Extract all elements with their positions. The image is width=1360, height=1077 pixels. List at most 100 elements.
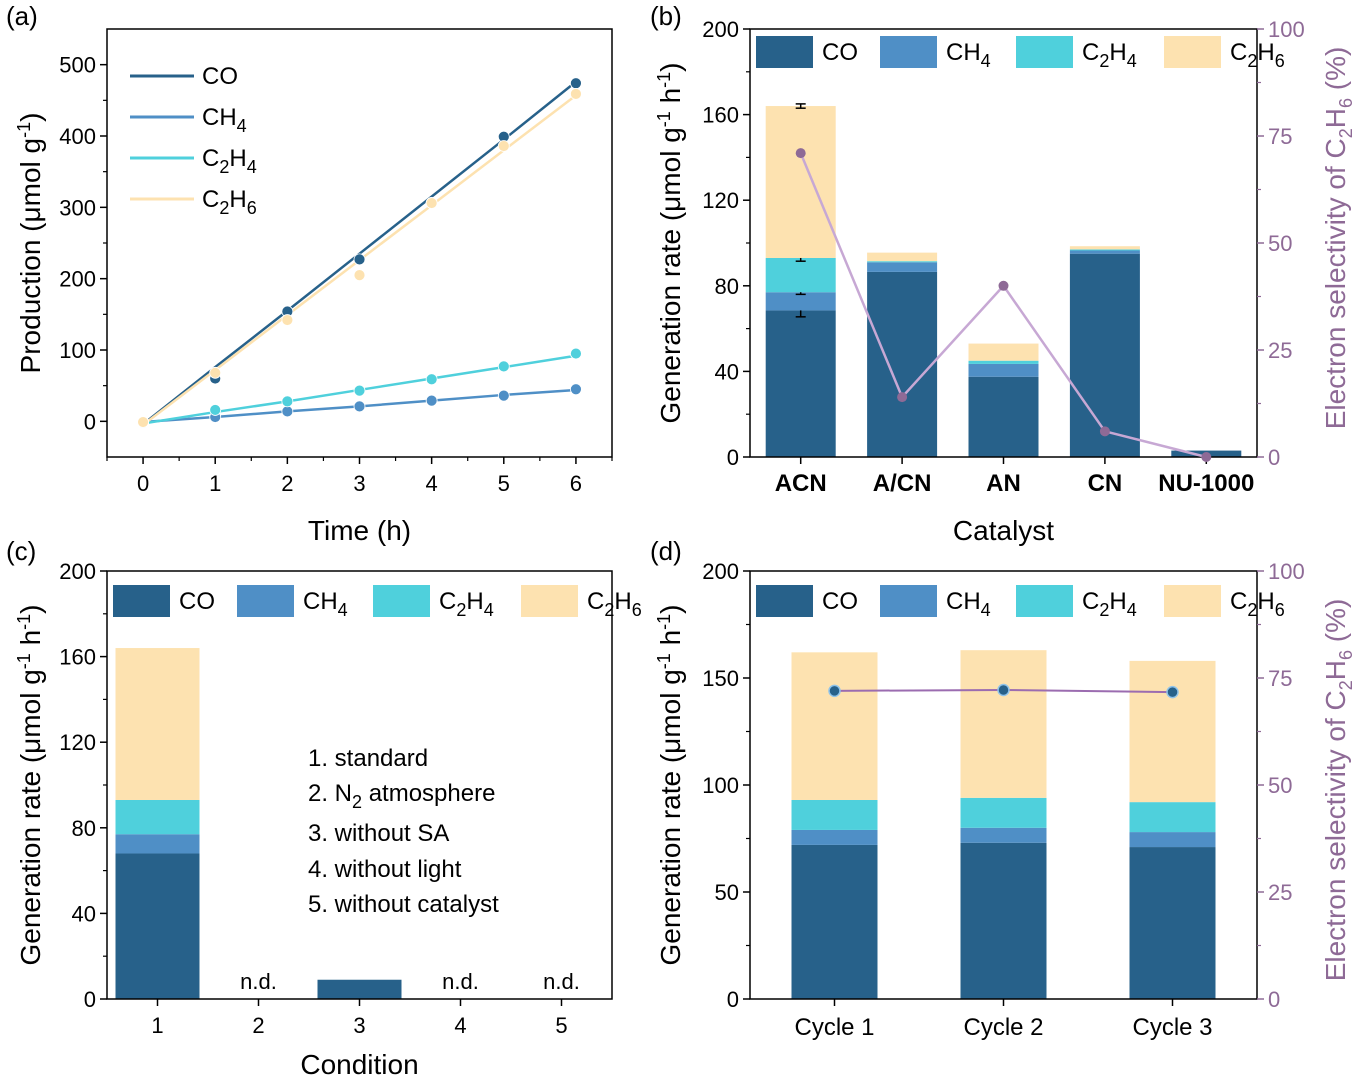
panel-a-ytick-label: 500 xyxy=(59,53,96,78)
panel-a-point-co xyxy=(570,77,582,90)
panel-c-bar-c2h6 xyxy=(115,648,200,800)
panel-c-condition-4: 4. without light xyxy=(308,856,462,883)
panel-a-point-c2h4 xyxy=(353,384,366,397)
panel-c-ytick-label: 160 xyxy=(59,645,96,670)
panel-c-xtick-label: 5 xyxy=(555,1013,567,1038)
panel-a-ylabel: Production (μmol g-1) xyxy=(14,113,46,374)
panel-b-legend-swatch-ch4 xyxy=(880,36,937,68)
panel-c-legend-label-co: CO xyxy=(179,588,215,615)
panel-a-xtick-label: 5 xyxy=(498,471,510,496)
panel-b-bar-ch4 xyxy=(968,363,1039,377)
panel-b-xtick-label: ACN xyxy=(775,470,827,497)
panel-b-selectivity-point xyxy=(897,392,908,403)
panel-b-xlabel: Catalyst xyxy=(953,515,1054,546)
panel-d-bar-ch4 xyxy=(960,827,1047,843)
panel-b-selectivity-point xyxy=(795,148,806,159)
panel-c-legend-swatch-co xyxy=(113,585,170,617)
panel-b-label: (b) xyxy=(650,1,682,31)
panel-b-bar-c2h6 xyxy=(867,252,938,262)
panel-b-xtick-label: A/CN xyxy=(873,470,932,497)
panel-c-legend-label-c2h4: C2H4 xyxy=(439,588,494,620)
panel-c-condition-3: 3. without SA xyxy=(308,820,449,847)
panel-c-bar-c2h4 xyxy=(115,799,200,835)
panel-b-bar-co xyxy=(867,271,938,457)
panel-a-ytick-label: 100 xyxy=(59,338,96,363)
panel-c-legend-swatch-c2h4 xyxy=(373,585,430,617)
panel-b-legend-label-c2h6: C2H6 xyxy=(1230,39,1285,71)
panel-b-y2tick-label: 0 xyxy=(1268,445,1280,470)
panel-d-legend-swatch-c2h4 xyxy=(1016,585,1073,617)
panel-a-legend-label-ch4: CH4 xyxy=(202,104,247,136)
panel-b-bar-c2h4 xyxy=(867,261,938,263)
panel-b-bar-c2h6 xyxy=(1069,246,1140,250)
panel-c-xtick-label: 2 xyxy=(252,1013,264,1038)
panel-b-ytick-label: 80 xyxy=(715,274,739,299)
panel-a-ytick-label: 400 xyxy=(59,124,96,149)
panel-c-legend-swatch-c2h6 xyxy=(521,585,578,617)
panel-b-xtick-label: CN xyxy=(1088,470,1123,497)
panel-b-bar-c2h4 xyxy=(968,360,1039,364)
panel-c-ytick-label: 80 xyxy=(72,816,96,841)
panel-c-bar-ch4 xyxy=(115,834,200,854)
panel-c-legend-label-ch4: CH4 xyxy=(303,588,348,620)
panel-d-label: (d) xyxy=(650,536,682,566)
panel-d-y2tick-label: 0 xyxy=(1268,987,1280,1012)
panel-d-selectivity-point xyxy=(828,684,841,698)
panel-d-y2tick-label: 100 xyxy=(1268,559,1305,584)
panel-d-bar-c2h4 xyxy=(960,797,1047,828)
panel-b-bar-c2h6 xyxy=(765,106,836,258)
panel-c-xtick-label: 4 xyxy=(454,1013,466,1038)
panel-b-bar-c2h4 xyxy=(765,257,836,293)
panel-c-nd-annotation: n.d. xyxy=(543,969,580,994)
panel-a-xlabel: Time (h) xyxy=(308,515,411,546)
panel-a-point-ch4 xyxy=(281,405,294,418)
panel-c-condition-5: 5. without catalyst xyxy=(308,891,499,918)
panel-d-bar-co xyxy=(791,844,878,999)
panel-b-bar-c2h6 xyxy=(968,343,1039,361)
panel-d-xtick-label: Cycle 2 xyxy=(963,1014,1043,1041)
panel-b-ytick-label: 40 xyxy=(715,359,739,384)
panel-d-bar-c2h4 xyxy=(1129,802,1216,833)
panel-d-y2tick-label: 25 xyxy=(1268,880,1292,905)
panel-b-y2tick-label: 25 xyxy=(1268,338,1292,363)
panel-a-point-c2h6 xyxy=(137,416,149,428)
panel-a-xtick-label: 6 xyxy=(570,471,582,496)
panel-c-label: (c) xyxy=(6,536,36,566)
panel-d-selectivity-point xyxy=(1166,685,1179,699)
panel-c-nd-annotation: n.d. xyxy=(442,969,479,994)
panel-a-xtick-label: 0 xyxy=(137,471,149,496)
panel-b-legend-label-ch4: CH4 xyxy=(946,39,991,71)
panel-a-point-ch4 xyxy=(497,389,510,402)
panel-d-bar-c2h4 xyxy=(791,799,878,830)
panel-d-y2tick-label: 75 xyxy=(1268,666,1292,691)
panel-d-y2label: Electron selectivity of C2H6 (%) xyxy=(1320,599,1356,982)
panel-b-xtick-label: AN xyxy=(986,470,1021,497)
panel-d-legend-label-c2h4: C2H4 xyxy=(1082,588,1137,620)
panel-a-point-c2h4 xyxy=(281,395,294,408)
panel-d-y2tick-label: 50 xyxy=(1268,773,1292,798)
panel-c-bar-co xyxy=(317,979,402,999)
panel-d-xtick-label: Cycle 3 xyxy=(1132,1014,1212,1041)
panel-c-ytick-label: 120 xyxy=(59,730,96,755)
panel-b-bar-co xyxy=(1069,253,1140,457)
panel-a-ytick-label: 0 xyxy=(84,409,96,434)
panel-d-selectivity-point xyxy=(997,683,1010,697)
panel-c-ytick-label: 40 xyxy=(72,901,96,926)
panel-d-bar-c2h6 xyxy=(791,652,878,800)
panel-b-ytick-label: 0 xyxy=(727,445,739,470)
panel-a-xtick-label: 2 xyxy=(281,471,293,496)
panel-d-bar-ch4 xyxy=(1129,832,1216,848)
panel-b-bar-ch4 xyxy=(765,292,836,311)
panel-b-y2tick-label: 100 xyxy=(1268,17,1305,42)
panel-a-point-c2h4 xyxy=(570,347,582,360)
panel-a-point-c2h6 xyxy=(425,197,438,209)
panel-a-xtick-label: 1 xyxy=(209,471,221,496)
panel-b-legend-swatch-c2h6 xyxy=(1164,36,1221,68)
panel-d-ytick-label: 0 xyxy=(727,987,739,1012)
panel-a-xtick-label: 3 xyxy=(353,471,365,496)
panel-a-point-c2h6 xyxy=(209,366,222,379)
panel-a-legend-label-co: CO xyxy=(202,63,238,90)
panel-a-point-c2h6 xyxy=(570,88,582,100)
panel-d-legend-label-c2h6: C2H6 xyxy=(1230,588,1285,620)
